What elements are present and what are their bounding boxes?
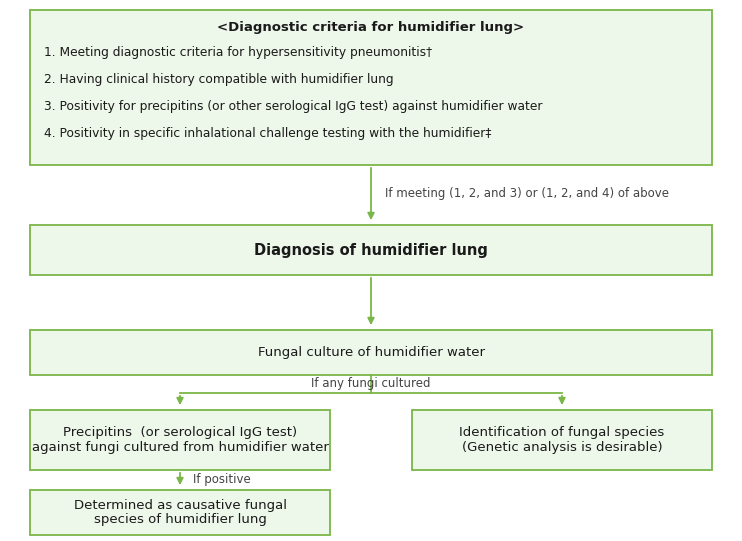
Text: If any fungi cultured: If any fungi cultured <box>311 377 431 390</box>
Text: Identification of fungal species
(Genetic analysis is desirable): Identification of fungal species (Geneti… <box>459 426 665 454</box>
FancyBboxPatch shape <box>30 490 330 535</box>
Text: Precipitins  (or serological IgG test)
against fungi cultured from humidifier wa: Precipitins (or serological IgG test) ag… <box>32 426 329 454</box>
FancyBboxPatch shape <box>30 410 330 470</box>
Text: If positive: If positive <box>193 472 251 485</box>
Text: 4. Positivity in specific inhalational challenge testing with the humidifier‡: 4. Positivity in specific inhalational c… <box>44 127 491 140</box>
Text: Fungal culture of humidifier water: Fungal culture of humidifier water <box>257 346 485 359</box>
Text: 3. Positivity for precipitins (or other serological IgG test) against humidifier: 3. Positivity for precipitins (or other … <box>44 100 542 113</box>
Text: Determined as causative fungal
species of humidifier lung: Determined as causative fungal species o… <box>73 498 286 526</box>
Text: 1. Meeting diagnostic criteria for hypersensitivity pneumonitis†: 1. Meeting diagnostic criteria for hyper… <box>44 46 432 59</box>
Text: Diagnosis of humidifier lung: Diagnosis of humidifier lung <box>254 242 488 258</box>
Text: 2. Having clinical history compatible with humidifier lung: 2. Having clinical history compatible wi… <box>44 73 393 86</box>
FancyBboxPatch shape <box>30 225 712 275</box>
FancyBboxPatch shape <box>412 410 712 470</box>
Text: <Diagnostic criteria for humidifier lung>: <Diagnostic criteria for humidifier lung… <box>217 22 525 35</box>
FancyBboxPatch shape <box>30 330 712 375</box>
Text: If meeting (1, 2, and 3) or (1, 2, and 4) of above: If meeting (1, 2, and 3) or (1, 2, and 4… <box>385 188 669 201</box>
FancyBboxPatch shape <box>30 10 712 165</box>
